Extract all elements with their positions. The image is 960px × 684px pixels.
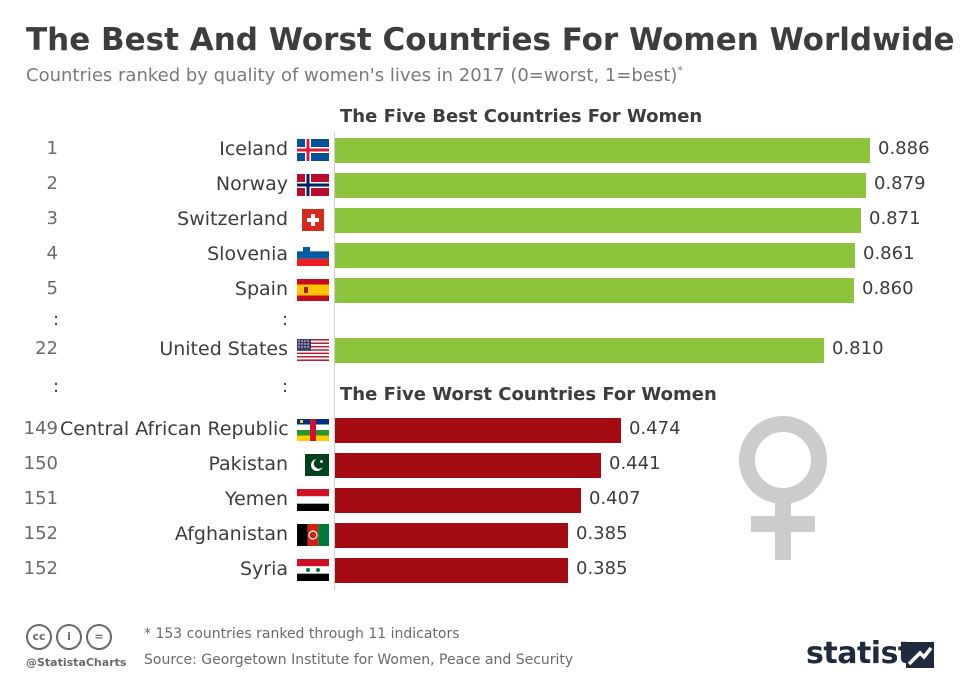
value-label: 0.441 xyxy=(609,453,661,474)
bar xyxy=(335,557,568,583)
value-label: 0.407 xyxy=(589,488,641,509)
rank-label: 1 xyxy=(46,138,58,159)
value-label: 0.810 xyxy=(832,338,884,359)
yemen-flag-icon xyxy=(297,489,329,511)
bar xyxy=(335,277,854,303)
rank-label: 3 xyxy=(46,208,58,229)
country-label: United States xyxy=(159,338,288,360)
country-ellipsis-1: : xyxy=(282,309,289,330)
value-label: 0.474 xyxy=(629,418,681,439)
source-note: Source: Georgetown Institute for Women, … xyxy=(144,652,574,668)
car-flag-icon xyxy=(297,419,329,441)
country-label: Afghanistan xyxy=(174,523,288,545)
pakistan-flag-icon xyxy=(297,454,329,476)
country-label: Central African Republic xyxy=(60,418,289,440)
subtitle-text: Countries ranked by quality of women's l… xyxy=(26,65,678,86)
statista-handle: @StatistaCharts xyxy=(26,656,127,669)
chart-subtitle: Countries ranked by quality of women's l… xyxy=(26,64,683,86)
rank-label: 4 xyxy=(46,243,58,264)
bar xyxy=(335,452,601,478)
bar xyxy=(335,487,581,513)
value-label: 0.871 xyxy=(869,208,921,229)
rank-label: 5 xyxy=(46,278,58,299)
value-label: 0.861 xyxy=(863,243,915,264)
bar xyxy=(335,337,824,363)
bar xyxy=(335,172,866,198)
subtitle-footnote-mark: * xyxy=(677,64,683,77)
bar xyxy=(335,137,870,163)
slovenia-flag-icon xyxy=(297,244,329,266)
bar xyxy=(335,522,568,548)
rank-label: 22 xyxy=(35,338,58,359)
chart-title: The Best And Worst Countries For Women W… xyxy=(26,22,955,58)
rank-ellipsis-2: : xyxy=(53,376,60,397)
country-label: Slovenia xyxy=(207,243,288,265)
bar xyxy=(335,207,861,233)
country-ellipsis-2: : xyxy=(282,376,289,397)
worst-section-title: The Five Worst Countries For Women xyxy=(340,384,717,405)
norway-flag-icon xyxy=(297,174,329,196)
rank-label: 152 xyxy=(23,523,58,544)
cc-icon: cc xyxy=(26,624,52,650)
rank-label: 152 xyxy=(23,558,58,579)
bar xyxy=(335,417,621,443)
rank-label: 2 xyxy=(46,173,58,194)
rank-label: 149 xyxy=(23,418,58,439)
country-label: Yemen xyxy=(224,488,288,510)
iceland-flag-icon xyxy=(297,139,329,161)
footnote: * 153 countries ranked through 11 indica… xyxy=(144,626,460,642)
rank-ellipsis-1: : xyxy=(53,309,60,330)
attribution-icon: i xyxy=(56,624,82,650)
value-label: 0.879 xyxy=(874,173,926,194)
license-icons: cc i = xyxy=(26,624,116,650)
statista-logo-icon[interactable] xyxy=(906,642,934,668)
syria-flag-icon xyxy=(297,559,329,581)
value-label: 0.385 xyxy=(576,523,628,544)
value-label: 0.886 xyxy=(878,138,930,159)
rank-label: 150 xyxy=(23,453,58,474)
country-label: Pakistan xyxy=(208,453,288,475)
best-section-title: The Five Best Countries For Women xyxy=(340,106,703,127)
switzerland-flag-icon xyxy=(297,209,329,231)
no-derivatives-icon: = xyxy=(86,624,112,650)
spain-flag-icon xyxy=(297,279,329,301)
country-label: Norway xyxy=(215,173,288,195)
female-symbol-icon xyxy=(739,416,827,560)
usa-flag-icon xyxy=(297,339,329,361)
country-label: Syria xyxy=(239,558,288,580)
country-label: Iceland xyxy=(219,138,288,160)
country-label: Spain xyxy=(234,278,288,300)
country-label: Switzerland xyxy=(177,208,288,230)
value-label: 0.385 xyxy=(576,558,628,579)
value-label: 0.860 xyxy=(862,278,914,299)
afghanistan-flag-icon xyxy=(297,524,329,546)
baseline-axis xyxy=(334,132,335,590)
bar xyxy=(335,242,855,268)
rank-label: 151 xyxy=(23,488,58,509)
